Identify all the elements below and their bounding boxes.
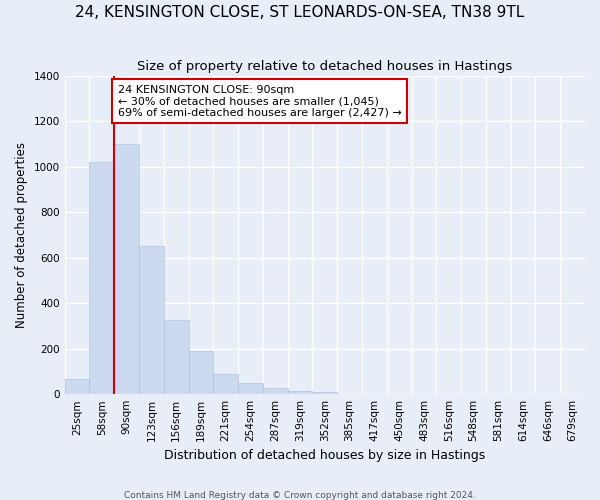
Bar [188,351,214,394]
Bar [65,380,89,394]
Bar [114,144,139,394]
Bar [164,320,188,394]
Bar [263,388,287,394]
Bar [214,374,238,394]
Bar [287,391,313,394]
Text: 24, KENSINGTON CLOSE, ST LEONARDS-ON-SEA, TN38 9TL: 24, KENSINGTON CLOSE, ST LEONARDS-ON-SEA… [76,5,524,20]
Text: 24 KENSINGTON CLOSE: 90sqm
← 30% of detached houses are smaller (1,045)
69% of s: 24 KENSINGTON CLOSE: 90sqm ← 30% of deta… [118,84,401,118]
Bar [89,162,114,394]
Title: Size of property relative to detached houses in Hastings: Size of property relative to detached ho… [137,60,512,73]
Y-axis label: Number of detached properties: Number of detached properties [15,142,28,328]
Text: Contains HM Land Registry data © Crown copyright and database right 2024.: Contains HM Land Registry data © Crown c… [124,490,476,500]
Bar [139,246,164,394]
Bar [313,392,337,394]
Bar [238,383,263,394]
X-axis label: Distribution of detached houses by size in Hastings: Distribution of detached houses by size … [164,450,485,462]
